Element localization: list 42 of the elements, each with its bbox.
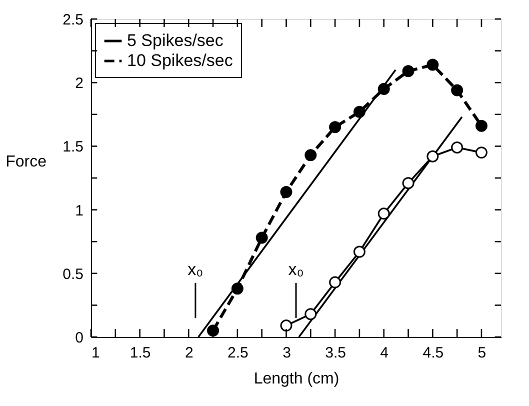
x-tick-label: 3.5 (325, 344, 346, 362)
point (231, 282, 244, 295)
x-tick-label: 1.5 (130, 344, 151, 362)
point (451, 141, 464, 154)
point (304, 308, 317, 320)
point (378, 208, 390, 220)
y-tick-label: 2.5 (62, 12, 84, 28)
point (329, 276, 342, 288)
y-tick-label: 1 (75, 202, 84, 220)
point (475, 120, 488, 132)
ref-line-label: x₀ (288, 260, 304, 279)
y-tick-label: 0 (75, 330, 84, 346)
point (329, 121, 342, 134)
x-tick-label: 4 (380, 344, 389, 362)
point (256, 232, 268, 244)
point (378, 82, 390, 95)
y-tick-label: 2 (75, 75, 84, 92)
legend-label: 10 Spikes/sec (127, 51, 234, 70)
point (402, 65, 414, 78)
point (304, 149, 317, 162)
x-tick-label: 5 (478, 344, 486, 362)
x-tick-label: 4.5 (422, 344, 444, 362)
y-axis-title: Force (6, 154, 47, 170)
y-tick-label: 1.5 (62, 138, 84, 156)
x-axis-title: Length (cm) (254, 370, 340, 388)
point (475, 146, 488, 159)
point (280, 186, 292, 198)
point (207, 324, 220, 337)
y-tick-label: 0.5 (62, 266, 84, 283)
point (353, 106, 366, 118)
point (426, 58, 439, 71)
legend-label: 5 Spikes/sec (127, 31, 224, 50)
x-tick-label: 2 (184, 344, 194, 362)
ref-line-label: x₀ (188, 260, 204, 279)
point (426, 150, 439, 162)
point (451, 84, 464, 96)
point (280, 320, 292, 332)
point (353, 246, 366, 258)
x-tick-label: 1 (92, 344, 100, 362)
x-tick-label: 2.5 (228, 344, 248, 362)
x-tick-label: 3 (282, 344, 291, 362)
point (402, 177, 414, 190)
